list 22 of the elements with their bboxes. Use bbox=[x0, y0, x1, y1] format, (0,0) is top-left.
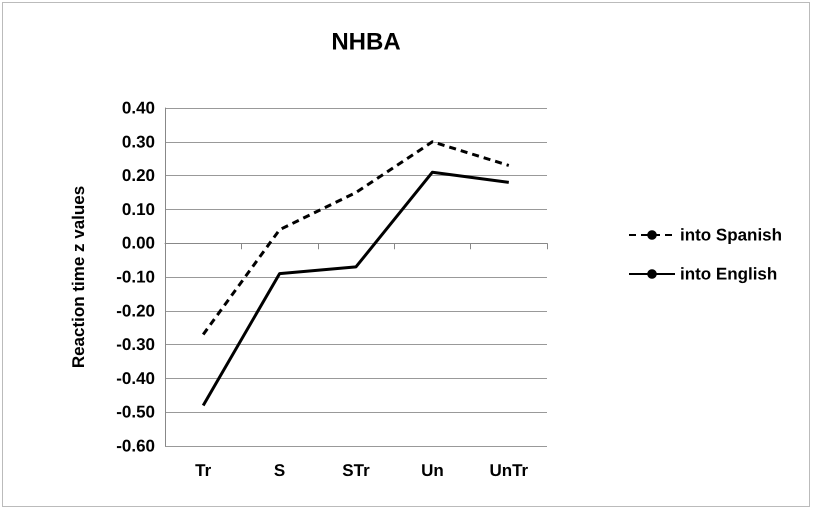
y-tick-label: 0.40 bbox=[122, 98, 155, 118]
x-tick-label: UnTr bbox=[489, 461, 529, 480]
y-tick-label: -0.60 bbox=[116, 436, 155, 456]
x-tick-label: Un bbox=[421, 461, 444, 480]
y-tick-label: -0.50 bbox=[116, 402, 155, 422]
x-tick-label: Tr bbox=[195, 461, 212, 480]
x-tick-label: S bbox=[274, 461, 286, 480]
y-tick-label: -0.20 bbox=[116, 301, 155, 320]
line-series bbox=[202, 140, 510, 336]
line-series bbox=[202, 170, 510, 407]
y-tick-label: -0.40 bbox=[116, 368, 155, 388]
legend-label: into English bbox=[680, 264, 778, 284]
y-tick-label: 0.10 bbox=[122, 200, 155, 219]
y-tick-label: 0.30 bbox=[122, 132, 155, 152]
chart-title: NHBA bbox=[331, 28, 401, 56]
y-tick-label: -0.10 bbox=[116, 268, 155, 286]
legend-label: into Spanish bbox=[680, 226, 782, 244]
y-tick-label: -0.30 bbox=[116, 335, 155, 354]
y-tick-label: 0.20 bbox=[122, 166, 155, 186]
x-tick-label: STr bbox=[342, 461, 370, 480]
y-tick-label: 0.00 bbox=[122, 234, 155, 253]
y-axis-title: Reaction time z values bbox=[69, 186, 88, 368]
